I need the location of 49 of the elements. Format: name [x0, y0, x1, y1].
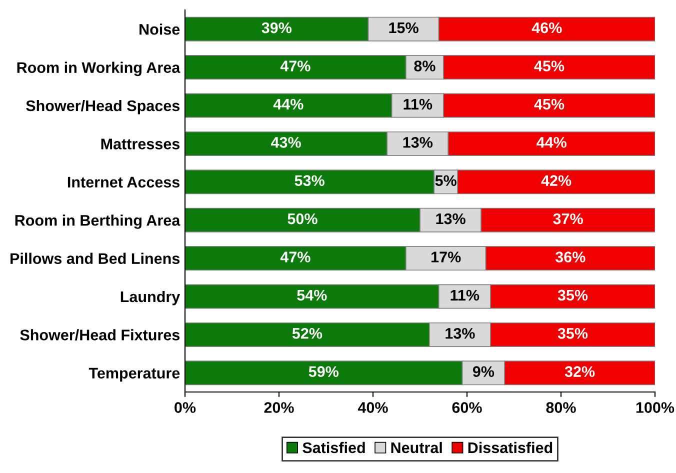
data-label: 45%	[534, 60, 564, 72]
x-tick-label: 80%	[546, 402, 576, 413]
legend-label: Neutral	[391, 442, 442, 454]
legend-label: Satisfied	[302, 442, 365, 454]
x-tick-label: 0%	[174, 402, 196, 413]
x-tick-label: 40%	[358, 402, 388, 413]
y-tick-label: Shower/Head Spaces	[26, 100, 180, 114]
y-tick-label: Noise	[140, 24, 180, 35]
y-tick-label: Pillows and Bed Linens	[10, 252, 180, 264]
data-label: 54%	[297, 290, 327, 301]
data-label: 59%	[308, 366, 339, 377]
x-tick-label: 20%	[264, 402, 294, 413]
y-tick-label: Temperature	[88, 368, 180, 382]
data-label: 43%	[270, 136, 301, 148]
data-label: 35%	[558, 290, 588, 301]
y-tick-label: Internet Access	[68, 176, 180, 188]
x-tick-label: 60%	[452, 402, 482, 413]
data-label: 44%	[536, 137, 566, 148]
data-label: 13%	[446, 328, 475, 339]
data-label: 53%	[294, 175, 324, 186]
data-label: 8%	[414, 60, 436, 72]
y-tick-label: Laundry	[120, 290, 180, 306]
data-label: 42%	[541, 175, 572, 186]
data-label: 50%	[288, 213, 318, 224]
x-tick-label: 100%	[636, 402, 674, 413]
data-label: 5%	[435, 175, 456, 186]
data-label: 47%	[280, 60, 310, 72]
y-tick-label: Room in Working Area	[17, 62, 180, 76]
data-label: 15%	[389, 22, 418, 34]
data-label: 35%	[558, 328, 588, 339]
data-label: 39%	[262, 22, 292, 34]
data-label: 52%	[292, 328, 322, 339]
data-label: 11%	[450, 290, 480, 301]
data-label: 46%	[532, 22, 562, 34]
y-tick-label: Shower/Head Fixtures	[20, 329, 180, 341]
data-label: 44%	[273, 98, 304, 110]
y-tick-label: Mattresses	[101, 138, 180, 150]
data-label: 13%	[436, 213, 466, 224]
data-label: 32%	[564, 366, 595, 378]
data-label: 37%	[553, 213, 583, 224]
data-label: 13%	[403, 136, 433, 148]
data-label: 45%	[534, 98, 564, 110]
y-tick-label: Room in Berthing Area	[15, 214, 180, 229]
data-label: 11%	[404, 98, 432, 110]
data-label: 17%	[432, 252, 461, 262]
data-label: 9%	[472, 366, 494, 377]
legend-label: Dissatisfied	[468, 442, 552, 454]
data-label: 36%	[555, 252, 586, 262]
data-label: 47%	[280, 252, 310, 262]
